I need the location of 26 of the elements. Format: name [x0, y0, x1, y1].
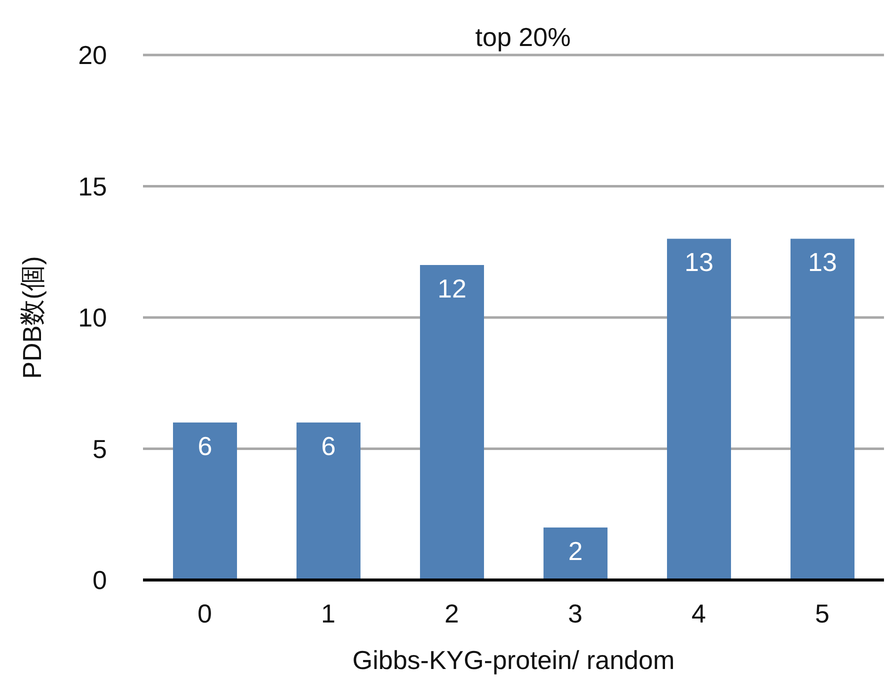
x-tick-label: 1: [321, 598, 336, 628]
y-axis-title: PDB数(個): [17, 256, 48, 379]
bar: [173, 422, 237, 580]
data-label: 13: [808, 247, 837, 278]
chart-title: top 20%: [475, 22, 571, 52]
y-tick-label: 0: [92, 565, 107, 596]
data-label: 12: [438, 273, 466, 304]
bar: [544, 528, 608, 580]
x-tick-label: 4: [692, 598, 706, 628]
x-tick-label: 5: [815, 598, 830, 628]
bar: [667, 238, 731, 580]
x-axis-title: Gibbs-KYG-protein/ random: [352, 645, 675, 675]
data-label: 6: [198, 430, 212, 461]
x-tick-label: 3: [568, 598, 582, 628]
bar: [420, 265, 484, 580]
bar: [296, 422, 360, 580]
x-tick-label: 2: [444, 598, 459, 628]
x-tick-label: 0: [198, 598, 212, 628]
bar: [790, 238, 854, 580]
y-tick-label: 20: [78, 40, 107, 70]
data-label: 13: [684, 247, 714, 278]
y-tick-label: 10: [78, 302, 107, 333]
data-label: 6: [321, 430, 336, 461]
y-tick-label: 15: [78, 171, 107, 202]
data-label: 2: [568, 536, 583, 566]
y-tick-label: 5: [92, 434, 107, 464]
